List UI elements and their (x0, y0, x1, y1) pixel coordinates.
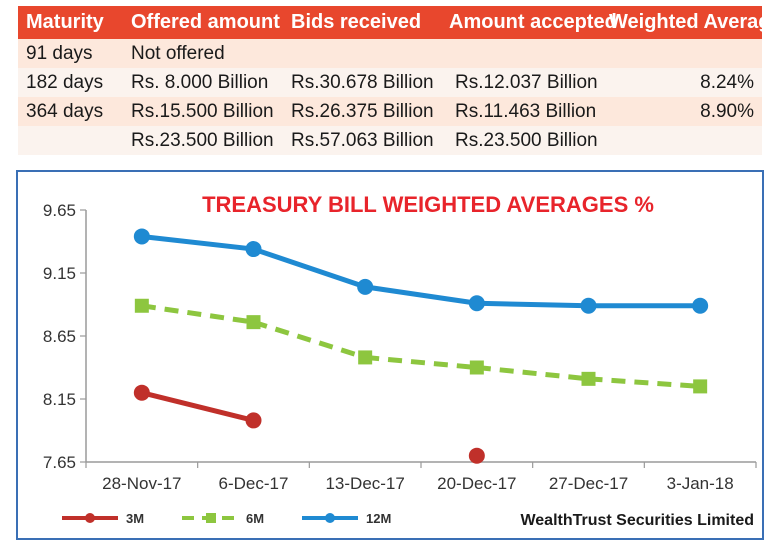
table-header-row: Maturity Offered amount Bids received Am… (18, 6, 770, 39)
cell-weighted-average: 8.90% (601, 97, 762, 126)
legend-3m-marker (85, 513, 95, 523)
header-bids-received: Bids received (283, 6, 441, 39)
series-6m-point (581, 371, 596, 386)
header-amount-accepted: Amount accepted (441, 6, 617, 39)
y-tick-label: 7.65 (43, 453, 76, 472)
x-tick-label: 13-Dec-17 (325, 474, 404, 493)
y-tick-label: 8.65 (43, 327, 76, 346)
cell-weighted-average (601, 126, 762, 155)
legend-6m-marker (206, 513, 216, 523)
cell-bids: Rs.26.375 Billion (283, 97, 441, 126)
x-tick-label: 20-Dec-17 (437, 474, 516, 493)
cell-weighted-average: 8.24% (601, 68, 762, 97)
x-tick-label: 3-Jan-18 (667, 474, 734, 493)
series-6m-point (693, 379, 708, 394)
cell-maturity (18, 126, 123, 155)
cell-bids (283, 39, 441, 68)
cell-maturity: 364 days (18, 97, 123, 126)
series-6m-point (246, 315, 261, 330)
cell-accepted (441, 39, 601, 68)
cell-offered-total: Rs.23.500 Billion (123, 126, 283, 155)
y-tick-label: 9.15 (43, 264, 76, 283)
cell-offered: Rs.15.500 Billion (123, 97, 283, 126)
source-credit: WealthTrust Securities Limited (520, 512, 754, 529)
cell-maturity: 91 days (18, 39, 123, 68)
series-6m-segment (588, 376, 701, 389)
series-6m-segment (141, 303, 254, 325)
legend-12m-label: 12M (366, 511, 391, 526)
series-3m-segment (139, 390, 256, 423)
cell-bids-total: Rs.57.063 Billion (283, 126, 441, 155)
series-3m-point (468, 447, 485, 464)
cell-accepted: Rs.11.463 Billion (441, 97, 601, 126)
series-6m-point (134, 298, 149, 313)
chart-title: TREASURY BILL WEIGHTED AVERAGES % (202, 192, 654, 217)
table-row: 91 days Not offered (18, 39, 762, 68)
series-6m-segment (364, 354, 478, 370)
line-chart: TREASURY BILL WEIGHTED AVERAGES % 9.65 9.1… (43, 192, 757, 529)
table-total-row: Rs.23.500 Billion Rs.57.063 Billion Rs.2… (18, 126, 762, 155)
header-maturity: Maturity (18, 6, 123, 39)
series-12m-segment (474, 300, 591, 309)
table-row: 364 days Rs.15.500 Billion Rs.26.375 Bil… (18, 97, 762, 126)
series-6m-point (469, 360, 484, 375)
cell-maturity: 182 days (18, 68, 123, 97)
series-12m-point (468, 295, 485, 312)
series-12m-point (357, 278, 374, 295)
auction-table: Maturity Offered amount Bids received Am… (18, 6, 770, 155)
series-3m-point (133, 384, 150, 401)
x-tick-label: 6-Dec-17 (219, 474, 289, 493)
table-row: 182 days Rs. 8.000 Billion Rs.30.678 Bil… (18, 68, 762, 97)
series-6m-segment (476, 365, 589, 382)
cell-offered: Rs. 8.000 Billion (123, 68, 283, 97)
cell-offered: Not offered (123, 39, 283, 68)
y-tick-label: 9.65 (43, 201, 76, 220)
series-6m-segment (252, 319, 366, 360)
chart-panel: TREASURY BILL WEIGHTED AVERAGES % 9.65 9.1… (16, 170, 764, 540)
series-3m-point (245, 412, 262, 429)
header-offered-amount: Offered amount (123, 6, 283, 39)
series-12m-point (245, 241, 262, 258)
y-tick-label: 8.15 (43, 390, 76, 409)
series-6m-point (358, 350, 373, 365)
cell-accepted: Rs.12.037 Billion (441, 68, 601, 97)
legend-6m-label: 6M (246, 511, 264, 526)
cell-accepted-total: Rs.23.500 Billion (441, 126, 601, 155)
header-weighted-average: Weighted Average (601, 6, 770, 39)
cell-bids: Rs.30.678 Billion (283, 68, 441, 97)
series-12m-point (580, 297, 597, 314)
legend-12m-marker (325, 513, 335, 523)
series-12m-point (133, 228, 150, 245)
series-12m-segment (362, 284, 480, 306)
x-tick-label: 27-Dec-17 (549, 474, 628, 493)
x-tick-label: 28-Nov-17 (102, 474, 181, 493)
legend-3m-label: 3M (126, 511, 144, 526)
series-12m-point (692, 297, 709, 314)
cell-weighted-average (601, 39, 762, 68)
series-12m-segment (139, 233, 256, 252)
series-12m-segment (251, 246, 368, 290)
